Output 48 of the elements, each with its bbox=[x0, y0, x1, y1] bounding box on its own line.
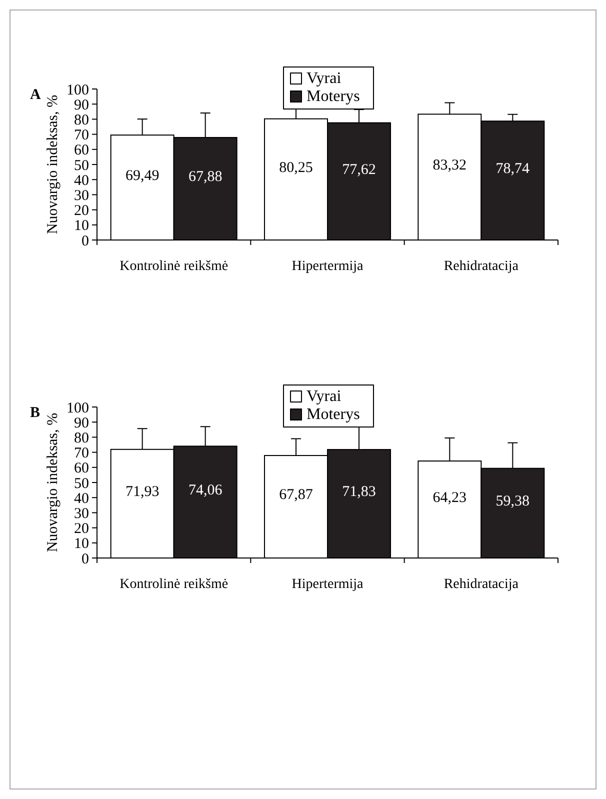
data-label: 83,32 bbox=[432, 158, 467, 174]
y-tick-label: 90 bbox=[74, 415, 89, 432]
y-tick-label: 10 bbox=[74, 218, 89, 234]
y-tick-label: 70 bbox=[74, 446, 89, 462]
y-tick-label: 50 bbox=[74, 476, 89, 492]
x-tick-label: Kontrolinė reikšmė bbox=[120, 259, 228, 274]
y-tick-label: 30 bbox=[74, 188, 89, 204]
x-tick-label: Kontrolinė reikšmė bbox=[120, 577, 228, 592]
x-tick-label: Hipertermija bbox=[292, 577, 364, 592]
y-tick-label: 50 bbox=[74, 158, 89, 174]
data-label: 67,87 bbox=[279, 487, 314, 504]
y-tick-label: 60 bbox=[74, 142, 89, 159]
legend-label: Vyrai bbox=[306, 388, 342, 405]
y-tick-label: 80 bbox=[74, 112, 89, 128]
legend-label: Moterys bbox=[306, 88, 360, 105]
x-tick-label: Rehidratacija bbox=[444, 577, 520, 592]
y-tick-label: 0 bbox=[82, 233, 89, 250]
y-tick-label: 20 bbox=[74, 203, 89, 220]
y-tick-label: 100 bbox=[66, 82, 89, 98]
y-tick-label: 30 bbox=[74, 506, 89, 522]
x-tick-label: Hipertermija bbox=[292, 259, 364, 274]
data-label: 80,25 bbox=[279, 160, 313, 176]
y-tick-label: 10 bbox=[74, 536, 89, 552]
data-label: 78,74 bbox=[496, 161, 530, 177]
chart-title: A bbox=[30, 87, 41, 103]
y-tick-label: 100 bbox=[66, 400, 89, 416]
y-tick-label: 20 bbox=[74, 521, 89, 538]
data-label: 67,88 bbox=[188, 169, 222, 186]
data-label: 77,62 bbox=[342, 162, 376, 178]
legend-label: Moterys bbox=[306, 406, 360, 423]
data-label: 69,49 bbox=[125, 168, 160, 184]
chart-title: B bbox=[30, 405, 40, 421]
data-label: 64,23 bbox=[432, 490, 467, 506]
legend-label: Vyrai bbox=[306, 70, 342, 87]
y-tick-label: 70 bbox=[74, 128, 89, 144]
y-tick-label: 80 bbox=[74, 430, 89, 446]
data-label: 71,83 bbox=[342, 484, 376, 500]
y-tick-label: 0 bbox=[82, 551, 89, 568]
data-label: 74,06 bbox=[188, 482, 223, 499]
y-tick-label: 60 bbox=[74, 460, 89, 477]
y-tick-label: 40 bbox=[74, 172, 89, 189]
data-label: 71,93 bbox=[125, 484, 160, 500]
y-tick-label: 40 bbox=[74, 490, 89, 507]
y-axis-title: Nuovargio indeksas, % bbox=[45, 412, 61, 552]
y-axis-title: Nuovargio indeksas, % bbox=[45, 94, 61, 234]
data-label: 59,38 bbox=[496, 494, 530, 510]
x-tick-label: Rehidratacija bbox=[444, 259, 520, 274]
y-tick-label: 90 bbox=[74, 97, 89, 114]
